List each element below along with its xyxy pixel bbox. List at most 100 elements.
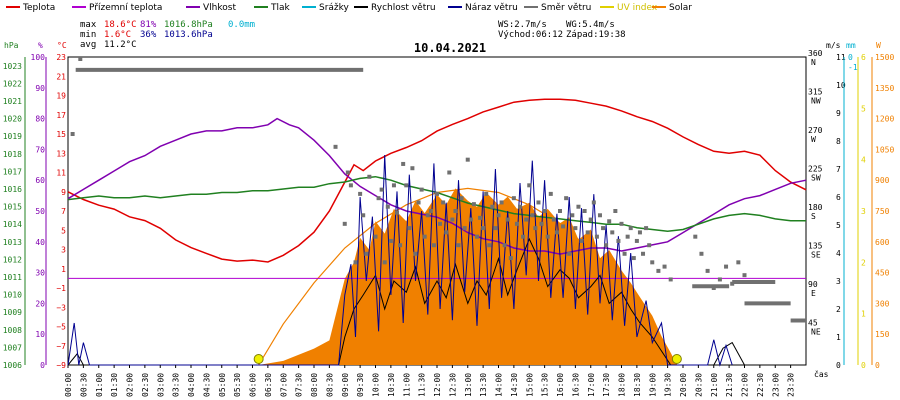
wind-dir-point (705, 268, 710, 273)
legend-label: Tlak (270, 3, 291, 13)
axis-tick-label: 1006 (3, 361, 22, 370)
axis-tick-label: 1023 (3, 62, 22, 71)
stats-max-hum: 81% (140, 20, 157, 30)
wind-dir-point (416, 200, 421, 205)
axis-tick-label: 1021 (3, 97, 22, 106)
wind-dir-point (496, 213, 501, 218)
legend-label: Vlhkost (203, 3, 236, 13)
wind-dir-point (425, 213, 430, 218)
axis-tick-label: 1009 (3, 308, 22, 317)
solar-tick: 900 (875, 176, 890, 185)
wind-dir-point (348, 183, 353, 188)
wind-dir-point (78, 57, 83, 61)
axis-tick-label: 80 (35, 115, 45, 124)
wind-dir-point (499, 200, 504, 205)
x-tick-label: 18:00 (618, 373, 627, 397)
wind-dir-point (401, 161, 406, 166)
wind-dir-point (410, 166, 415, 171)
stats-avg-label: avg (80, 40, 96, 50)
wind-ms-tick: 8 (836, 137, 841, 146)
legend-label: Náraz větru (465, 3, 518, 13)
wind-ms-tick: 9 (836, 109, 841, 118)
legend-label: Směr větru (541, 3, 591, 13)
legend-label: Rychlost větru (371, 3, 436, 13)
wind-dir-point (631, 256, 636, 261)
wind-dir-point (518, 204, 523, 209)
wind-dir-point (545, 234, 550, 239)
x-tick-label: 02:00 (126, 373, 135, 397)
wind-dir-point (502, 243, 507, 248)
wind-dir-point (450, 217, 455, 222)
wind-dir-point (419, 187, 424, 192)
wind-dir-point (404, 183, 409, 188)
wind-dir-point (634, 238, 639, 243)
axis-tick-label: 1018 (3, 150, 22, 159)
x-tick-label: 19:30 (664, 373, 673, 397)
axis-tick-label: 20 (35, 299, 45, 308)
x-tick-label: 14:30 (510, 373, 519, 397)
wind-dir-point (441, 200, 446, 205)
axis-tick-label: 1022 (3, 79, 22, 88)
x-tick-label: 05:00 (218, 373, 227, 397)
wind-ms-tick: 7 (836, 165, 841, 174)
wind-dir-point (579, 238, 584, 243)
wind-dir-point (428, 209, 433, 213)
x-tick-label: 00:30 (79, 373, 88, 397)
unit-hpa: hPa (4, 41, 19, 50)
wind-dir-point (487, 243, 492, 248)
wind-dir-point (527, 183, 532, 188)
x-tick-label: 09:00 (341, 373, 350, 397)
x-tick-label: 01:30 (110, 373, 119, 397)
x-tick-label: 12:00 (433, 373, 442, 397)
axis-tick-label: 1012 (3, 255, 22, 264)
wind-dir-point (548, 191, 553, 196)
wind-dir-tick-deg: 45 (808, 319, 818, 328)
wind-dir-point (524, 217, 529, 222)
series-line-rychlost-v-tru (67, 237, 745, 366)
wind-dir-point (604, 243, 609, 248)
wind-ms-tick: 11 (836, 53, 846, 62)
rain-tick: 0 (848, 53, 853, 62)
wind-dir-point (551, 217, 556, 222)
wind-dir-point (385, 204, 390, 209)
wind-dir-point (554, 230, 559, 235)
solar-tick: 450 (875, 269, 890, 278)
wind-dir-point (474, 234, 479, 239)
uv-tick: 0 (861, 361, 866, 370)
wind-dir-point (699, 251, 704, 256)
stats-panel: max 18.6°C 81% 1016.8hPa 0.0mm min 1.6°C… (80, 20, 255, 50)
wind-dir-tick-dir: NW (811, 97, 821, 106)
axis-tick-label: 1013 (3, 238, 22, 247)
wind-gust-info: WG:5.4m/s (566, 20, 615, 30)
unit-w: W (876, 41, 881, 50)
axis-tick-label: 1008 (3, 326, 22, 335)
axis-tick-label: 13 (56, 149, 66, 158)
wind-dir-point (422, 234, 427, 239)
x-tick-label: 23:00 (771, 373, 780, 397)
wind-dir-point (693, 234, 698, 239)
wind-dir-point (613, 209, 618, 213)
x-tick-label: 08:00 (310, 373, 319, 397)
x-tick-label: 13:30 (479, 373, 488, 397)
x-axis: 00:00 00:30 01:00 01:30 02:00 02:30 03:00 03:30… (64, 365, 796, 397)
series-line-n-raz-v-tru (67, 154, 733, 367)
axis-tick-label: 40 (35, 238, 45, 247)
wind-dir-point (594, 234, 599, 239)
stats-min-temp: 1.6°C (104, 30, 131, 40)
wind-speed-info: WS:2.7m/s (498, 20, 547, 30)
wind-dir-tick-deg: 360 (808, 49, 823, 58)
wind-dir-point (459, 196, 464, 201)
axis-tick-label: 5 (61, 226, 66, 235)
legend-label: Solar (669, 3, 692, 13)
axis-tick-label: 1011 (3, 273, 22, 282)
x-tick-label: 06:00 (249, 373, 258, 397)
wind-ms-tick: 4 (836, 249, 841, 258)
plot-area (67, 56, 807, 367)
unit-mm: mm (846, 41, 856, 50)
axis-tick-label: −9 (56, 361, 66, 370)
uv-tick: 5 (861, 104, 866, 113)
wind-dir-point (358, 191, 363, 196)
axis-tick-label: 9 (61, 188, 66, 197)
wind-dir-point (573, 226, 578, 231)
unit-degc: °C (57, 41, 67, 50)
